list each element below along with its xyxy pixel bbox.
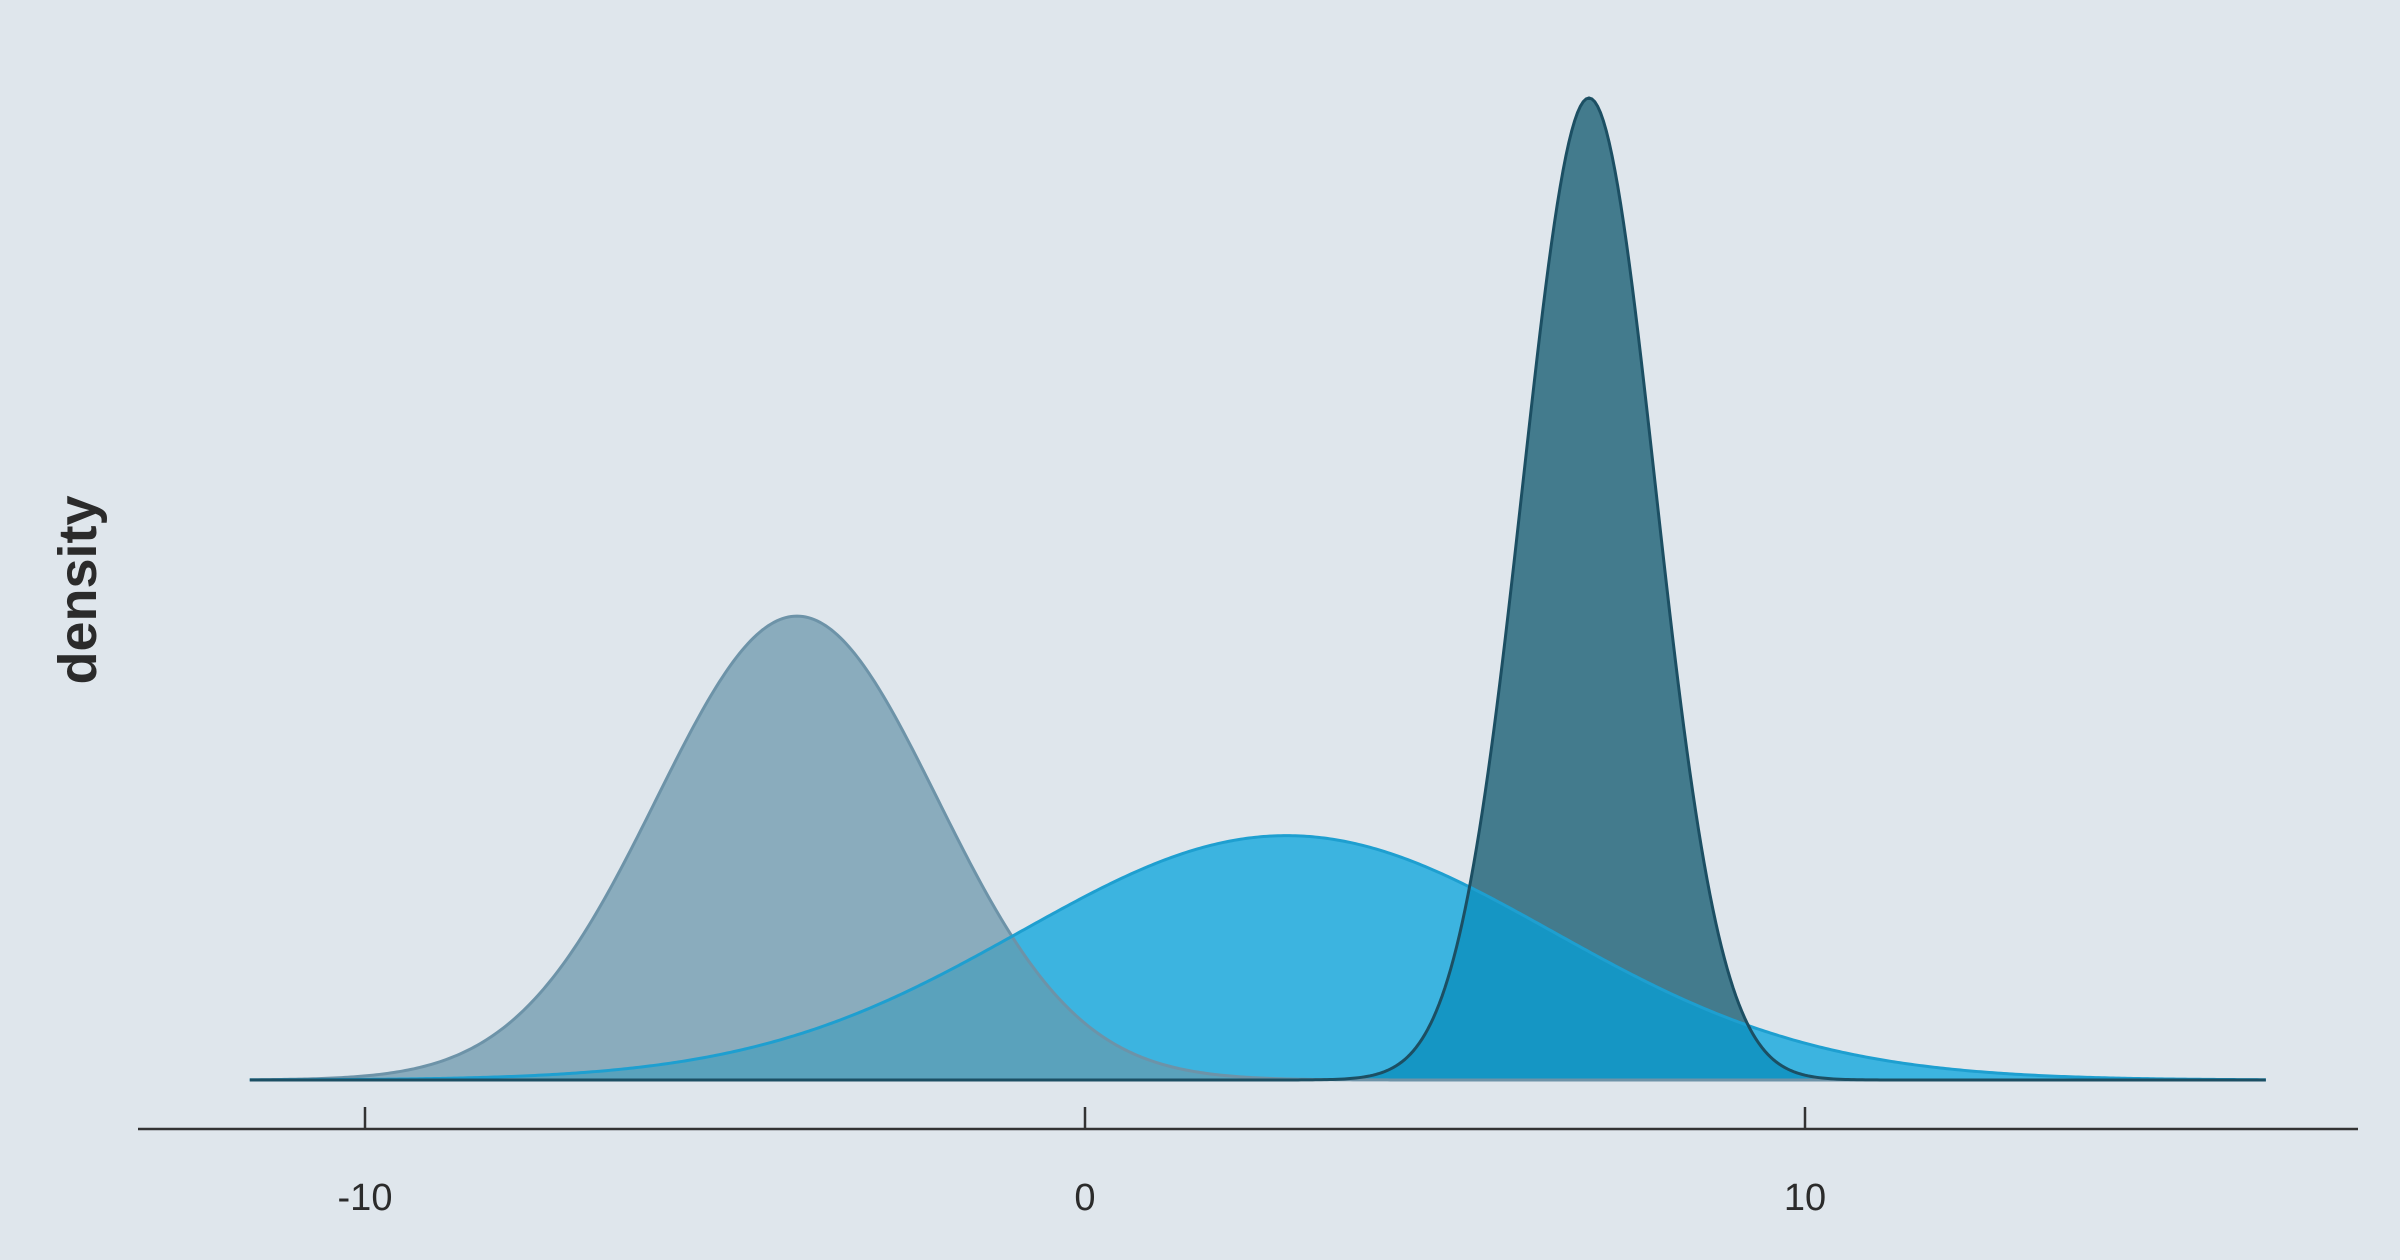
y-axis-title: density	[48, 495, 108, 684]
x-ticks: -10 0 10	[338, 1107, 1826, 1219]
density-area-series-2	[249, 835, 2266, 1080]
x-tick-label: 0	[1074, 1177, 1095, 1219]
density-area-series-1	[249, 616, 2266, 1080]
density-line-series-3	[249, 96, 2266, 1082]
x-tick-label: -10	[338, 1177, 393, 1219]
density-line-series-2	[249, 834, 2266, 1082]
x-tick-label: 10	[1784, 1177, 1826, 1219]
overlap-layer	[249, 96, 2266, 1082]
series-layer	[249, 98, 2266, 1080]
